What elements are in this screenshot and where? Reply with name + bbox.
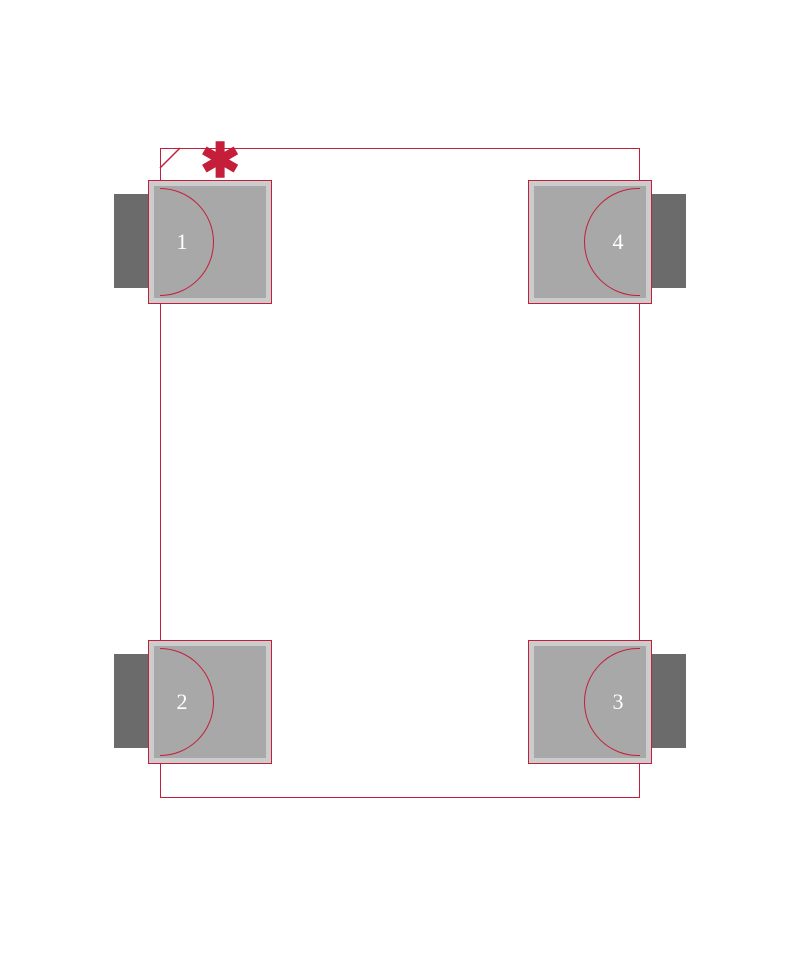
pin-label-2: 2 [172,688,192,716]
pin-label-4: 4 [608,228,628,256]
pad-tab-4 [646,194,686,288]
pin1-asterisk-marker: ✱ [200,138,240,186]
pad-tab-3 [646,654,686,748]
pin-label-1: 1 [172,228,192,256]
pin-label-3: 3 [608,688,628,716]
footprint-diagram: 1 2 3 4 ✱ [0,0,800,965]
pin1-corner-notch [160,148,190,178]
